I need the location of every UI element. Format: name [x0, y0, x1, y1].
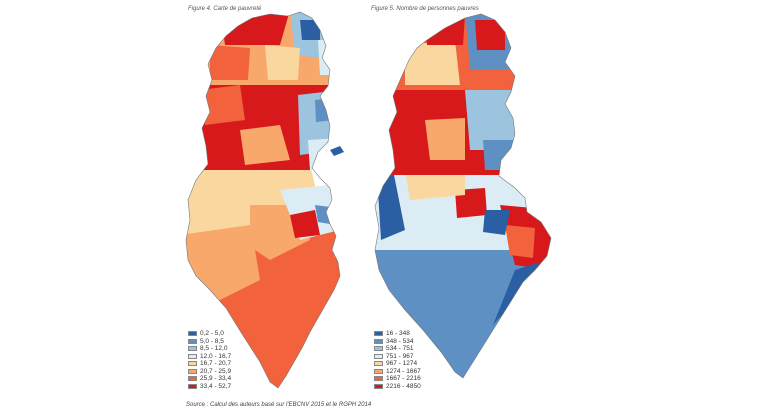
region-kasserine — [200, 85, 245, 125]
legend-label: 8,5 - 12,0 — [200, 345, 228, 352]
poor-people-figure: Figure 5. Nombre de personnes pauvres — [365, 0, 565, 400]
legend-item: 16,7 - 20,7 — [188, 360, 231, 368]
source-note: Source : Calcul des auteurs basé sur l'E… — [186, 402, 372, 408]
figure-4-title: Figure 4. Carte de pauvreté — [188, 6, 262, 12]
region-sfax — [483, 140, 515, 170]
region-tunis-center — [300, 20, 320, 40]
legend-swatch — [188, 331, 197, 337]
region-tunis-center — [475, 20, 505, 50]
legend-label: 16 - 348 — [386, 330, 410, 337]
legend-label: 534 - 751 — [386, 345, 414, 352]
legend-swatch — [188, 353, 197, 359]
poor-people-map — [374, 13, 552, 379]
legend-item: 1667 - 2216 — [374, 375, 421, 383]
region-monastir — [315, 98, 335, 122]
legend-item: 1274 - 1667 — [374, 368, 421, 376]
legend-swatch — [374, 361, 383, 367]
legend-label: 25,9 - 33,4 — [200, 375, 232, 382]
region-tozeur — [405, 168, 465, 200]
country-outline — [374, 13, 552, 379]
legend-item: 348 - 534 — [374, 338, 421, 346]
legend-item: 16 - 348 — [374, 330, 421, 338]
legend-label: 0,2 - 5,0 — [200, 330, 224, 337]
legend-label: 20,7 - 25,9 — [200, 367, 232, 375]
region-djerba — [315, 205, 338, 225]
region-le-kef — [210, 45, 250, 80]
legend-item: 2216 - 4850 — [374, 383, 421, 391]
region-cap-bon — [318, 40, 340, 75]
legend-swatch — [188, 383, 197, 389]
legend-label: 33,4 - 52,7 — [200, 382, 232, 390]
legend-item: 5,0 - 8,5 — [188, 338, 231, 346]
legend-label: 16,7 - 20,7 — [200, 360, 232, 367]
legend-item: 12,0 - 16,7 — [188, 353, 231, 361]
kerkennah-island — [330, 146, 344, 156]
figure-5-title: Figure 5. Nombre de personnes pauvres — [371, 6, 479, 12]
region-kasserine — [425, 118, 465, 160]
region-jendouba — [425, 15, 465, 45]
legend-item: 751 - 967 — [374, 353, 421, 361]
legend-label: 12,0 - 16,7 — [200, 352, 232, 360]
region-gafsa — [455, 188, 487, 218]
legend-swatch — [188, 361, 197, 367]
region-gabes — [290, 210, 320, 238]
legend-item: 33,4 - 52,7 — [188, 383, 231, 391]
legend-item: 25,9 - 33,4 — [188, 375, 231, 383]
poverty-rate-legend: 0,2 - 5,0 5,0 - 8,5 8,5 - 12,0 12,0 - 16,7 1… — [188, 330, 231, 390]
legend-label: 348 - 534 — [386, 337, 414, 345]
region-zaghouan — [265, 45, 300, 80]
legend-swatch — [188, 376, 197, 382]
country-outline — [185, 11, 341, 389]
legend-label: 5,0 - 8,5 — [200, 337, 224, 345]
legend-swatch — [374, 353, 383, 359]
legend-item: 967 - 1274 — [374, 360, 421, 368]
legend-label: 1667 - 2216 — [386, 375, 421, 382]
legend-swatch — [374, 368, 383, 374]
poverty-rate-figure: Figure 4. Carte de pauvreté — [180, 0, 370, 400]
region-sahel — [465, 88, 515, 150]
region-sidi-bouzid — [240, 125, 290, 165]
legend-swatch — [374, 331, 383, 337]
legend-swatch — [374, 376, 383, 382]
legend-swatch — [374, 346, 383, 352]
legend-swatch — [188, 346, 197, 352]
legend-swatch — [374, 383, 383, 389]
region-north — [375, 14, 551, 90]
region-le-kef — [405, 40, 460, 85]
legend-item: 0,2 - 5,0 — [188, 330, 231, 338]
region-medenine — [505, 225, 535, 258]
legend-item: 20,7 - 25,9 — [188, 368, 231, 376]
legend-swatch — [188, 338, 197, 344]
region-west-central — [186, 160, 250, 235]
legend-label: 2216 - 4850 — [386, 382, 421, 390]
legend-label: 751 - 967 — [386, 352, 414, 360]
region-west-border — [377, 170, 405, 240]
poor-people-legend: 16 - 348 348 - 534 534 - 751 751 - 967 967 -… — [374, 330, 421, 390]
legend-label: 1274 - 1667 — [386, 367, 421, 375]
legend-label: 967 - 1274 — [386, 360, 418, 367]
poverty-rate-map — [185, 11, 344, 389]
legend-swatch — [188, 368, 197, 374]
legend-item: 534 - 751 — [374, 345, 421, 353]
legend-item: 8,5 - 12,0 — [188, 345, 231, 353]
region-gabes — [483, 210, 510, 235]
legend-swatch — [374, 338, 383, 344]
